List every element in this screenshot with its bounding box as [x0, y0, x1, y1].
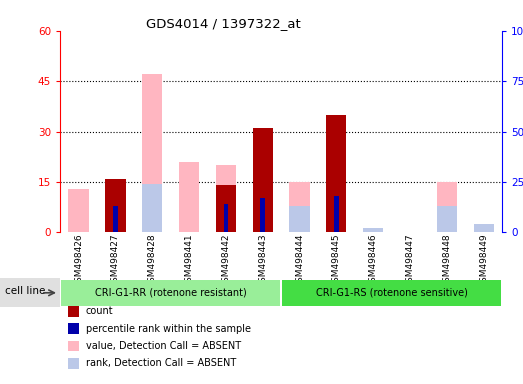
Bar [142, 184, 162, 232]
Bar [473, 224, 494, 232]
FancyBboxPatch shape [61, 280, 280, 306]
Bar [69, 189, 89, 232]
Bar [216, 185, 236, 232]
Text: GDS4014 / 1397322_at: GDS4014 / 1397322_at [146, 17, 301, 30]
Bar [105, 179, 126, 232]
Bar [437, 206, 457, 232]
Bar [334, 196, 338, 232]
Bar [437, 182, 457, 232]
Bar [363, 228, 383, 232]
Bar [216, 165, 236, 232]
Bar [260, 198, 265, 232]
Bar [253, 128, 273, 232]
Bar [105, 179, 126, 232]
Bar [179, 162, 199, 232]
Text: CRI-G1-RR (rotenone resistant): CRI-G1-RR (rotenone resistant) [95, 288, 246, 298]
FancyBboxPatch shape [282, 280, 502, 306]
Text: percentile rank within the sample: percentile rank within the sample [86, 324, 251, 334]
Text: value, Detection Call = ABSENT: value, Detection Call = ABSENT [86, 341, 241, 351]
Bar [224, 204, 228, 232]
Text: cell line: cell line [5, 286, 45, 296]
Bar [113, 206, 118, 232]
Bar [142, 74, 162, 232]
Bar [289, 206, 310, 232]
Bar [326, 115, 346, 232]
Text: count: count [86, 306, 113, 316]
Bar [326, 188, 346, 232]
Bar [289, 182, 310, 232]
Text: CRI-G1-RS (rotenone sensitive): CRI-G1-RS (rotenone sensitive) [316, 288, 468, 298]
Text: rank, Detection Call = ABSENT: rank, Detection Call = ABSENT [86, 358, 236, 368]
